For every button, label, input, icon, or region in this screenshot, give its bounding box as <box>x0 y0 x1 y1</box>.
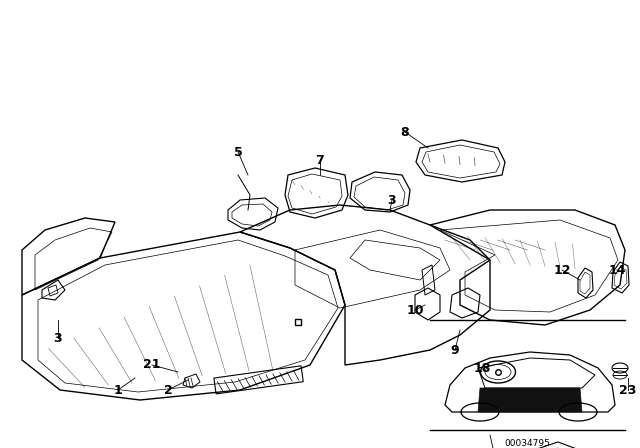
Text: 2: 2 <box>164 383 172 396</box>
Text: 3: 3 <box>54 332 62 345</box>
Text: 21: 21 <box>143 358 161 371</box>
Text: 7: 7 <box>316 154 324 167</box>
Text: 8: 8 <box>401 125 410 138</box>
Text: 3: 3 <box>388 194 396 207</box>
Text: 5: 5 <box>234 146 243 159</box>
Text: 14: 14 <box>608 263 626 276</box>
Text: 1: 1 <box>114 383 122 396</box>
Text: 9: 9 <box>451 344 460 357</box>
Text: 12: 12 <box>553 263 571 276</box>
Polygon shape <box>478 388 582 412</box>
Text: 18: 18 <box>474 362 491 375</box>
Text: 23: 23 <box>620 383 637 396</box>
Text: 10: 10 <box>406 303 424 316</box>
Text: 00034795: 00034795 <box>504 439 550 448</box>
